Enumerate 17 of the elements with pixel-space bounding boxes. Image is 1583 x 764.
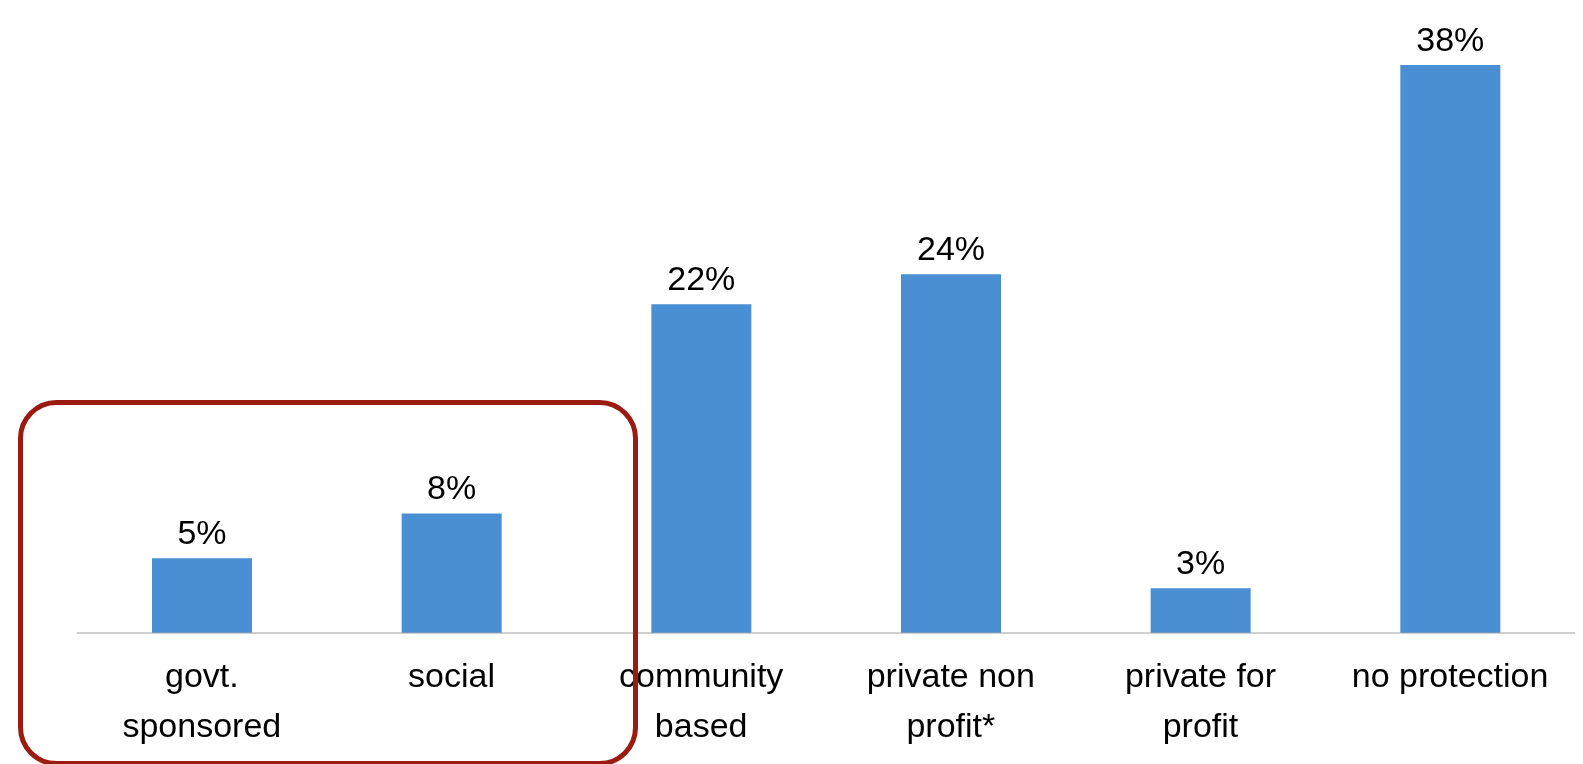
- data-label: 22%: [667, 259, 736, 298]
- bar: [1150, 588, 1251, 633]
- x-tick-label: govt. sponsored: [122, 656, 282, 744]
- data-label: 5%: [177, 513, 227, 552]
- data-label: 8%: [427, 468, 477, 507]
- data-label: 24%: [916, 229, 986, 268]
- data-label: 38%: [1416, 20, 1485, 58]
- x-tick-label: social: [408, 656, 495, 694]
- bar: [1400, 65, 1501, 633]
- data-label: 3%: [1176, 543, 1226, 582]
- bar: [152, 558, 252, 633]
- bar: [401, 513, 502, 633]
- x-tick-label: private for profit: [1124, 656, 1277, 744]
- bar: [901, 274, 1001, 633]
- x-tick-label: no protection: [1351, 656, 1549, 694]
- x-tick-label: private non profit*: [866, 656, 1035, 744]
- bar: [651, 304, 752, 633]
